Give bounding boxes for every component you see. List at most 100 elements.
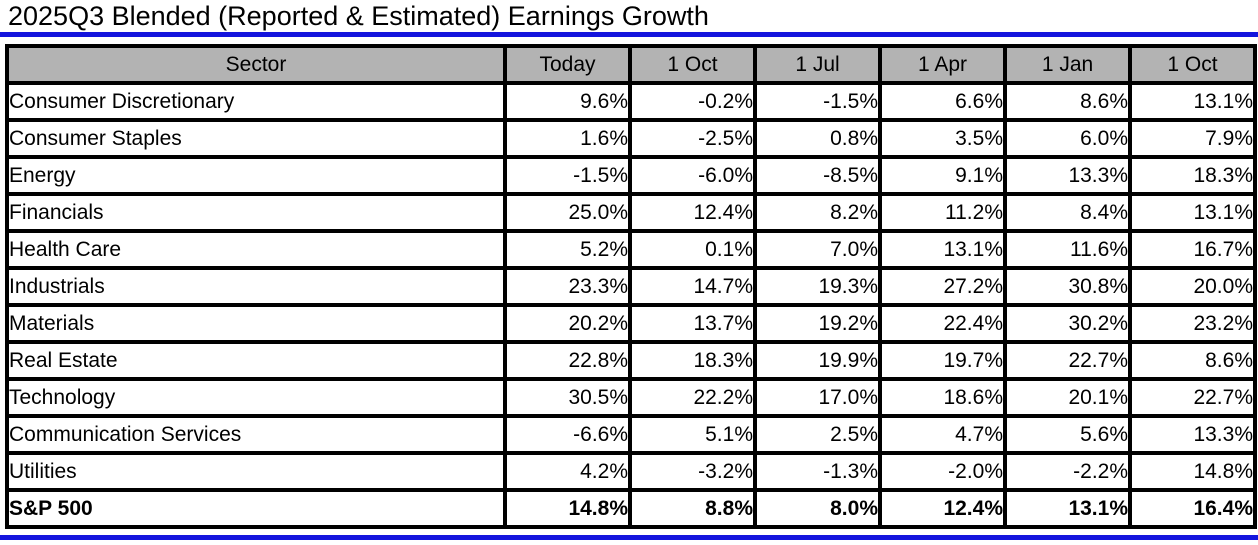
value-cell: 8.4% bbox=[1003, 192, 1132, 233]
column-header-1oct: 1 Oct bbox=[628, 44, 757, 85]
sector-cell: Materials bbox=[5, 303, 507, 344]
value-cell: 4.2% bbox=[503, 451, 632, 492]
column-header-1apr: 1 Apr bbox=[878, 44, 1007, 85]
table-row: Technology 30.5% 22.2% 17.0% 18.6% 20.1% 22.7% bbox=[5, 377, 1257, 418]
value-cell: 7.9% bbox=[1128, 118, 1257, 159]
value-cell: -6.0% bbox=[628, 155, 757, 196]
value-cell: 0.1% bbox=[628, 229, 757, 270]
sector-cell: Utilities bbox=[5, 451, 507, 492]
value-cell: 30.2% bbox=[1003, 303, 1132, 344]
value-cell: 19.9% bbox=[753, 340, 882, 381]
column-header-today: Today bbox=[503, 44, 632, 85]
value-cell: 19.3% bbox=[753, 266, 882, 307]
table-row: Financials 25.0% 12.4% 8.2% 11.2% 8.4% 13.1% bbox=[5, 192, 1257, 233]
value-cell: 14.7% bbox=[628, 266, 757, 307]
value-cell: -2.2% bbox=[1003, 451, 1132, 492]
value-cell: 16.4% bbox=[1128, 488, 1257, 529]
column-header-1jan: 1 Jan bbox=[1003, 44, 1132, 85]
sector-cell: Technology bbox=[5, 377, 507, 418]
value-cell: 22.7% bbox=[1128, 377, 1257, 418]
sector-cell: Financials bbox=[5, 192, 507, 233]
table-row: Materials 20.2% 13.7% 19.2% 22.4% 30.2% 23.2% bbox=[5, 303, 1257, 344]
bottom-rule bbox=[0, 535, 1258, 540]
value-cell: 13.3% bbox=[1003, 155, 1132, 196]
value-cell: 20.1% bbox=[1003, 377, 1132, 418]
value-cell: 8.6% bbox=[1003, 81, 1132, 122]
value-cell: 18.3% bbox=[1128, 155, 1257, 196]
value-cell: 8.8% bbox=[628, 488, 757, 529]
table-row: Real Estate 22.8% 18.3% 19.9% 19.7% 22.7% 8.6% bbox=[5, 340, 1257, 381]
value-cell: 13.3% bbox=[1128, 414, 1257, 455]
value-cell: 22.7% bbox=[1003, 340, 1132, 381]
value-cell: 5.6% bbox=[1003, 414, 1132, 455]
value-cell: 8.0% bbox=[753, 488, 882, 529]
sector-cell: Health Care bbox=[5, 229, 507, 270]
value-cell: 9.6% bbox=[503, 81, 632, 122]
value-cell: 2.5% bbox=[753, 414, 882, 455]
value-cell: 20.2% bbox=[503, 303, 632, 344]
value-cell: 12.4% bbox=[878, 488, 1007, 529]
earnings-growth-table: Sector Today 1 Oct 1 Jul 1 Apr 1 Jan 1 O… bbox=[5, 44, 1257, 529]
value-cell: 4.7% bbox=[878, 414, 1007, 455]
value-cell: 8.6% bbox=[1128, 340, 1257, 381]
value-cell: 27.2% bbox=[878, 266, 1007, 307]
table-body: Consumer Discretionary 9.6% -0.2% -1.5% 6.6%… bbox=[5, 81, 1257, 529]
value-cell: 23.3% bbox=[503, 266, 632, 307]
sector-cell: Real Estate bbox=[5, 340, 507, 381]
table-row: S&P 500 14.8% 8.8% 8.0% 12.4% 13.1% 16.4% bbox=[5, 488, 1257, 529]
value-cell: 13.1% bbox=[1003, 488, 1132, 529]
value-cell: -6.6% bbox=[503, 414, 632, 455]
table-row: Health Care 5.2% 0.1% 7.0% 13.1% 11.6% 16.7% bbox=[5, 229, 1257, 270]
value-cell: 22.2% bbox=[628, 377, 757, 418]
value-cell: -2.0% bbox=[878, 451, 1007, 492]
value-cell: 6.0% bbox=[1003, 118, 1132, 159]
value-cell: 30.5% bbox=[503, 377, 632, 418]
value-cell: 30.8% bbox=[1003, 266, 1132, 307]
value-cell: 11.6% bbox=[1003, 229, 1132, 270]
value-cell: 23.2% bbox=[1128, 303, 1257, 344]
table-header-row: Sector Today 1 Oct 1 Jul 1 Apr 1 Jan 1 O… bbox=[5, 44, 1257, 85]
table-row: Utilities 4.2% -3.2% -1.3% -2.0% -2.2% 14.8% bbox=[5, 451, 1257, 492]
value-cell: 9.1% bbox=[878, 155, 1007, 196]
value-cell: 3.5% bbox=[878, 118, 1007, 159]
value-cell: 18.3% bbox=[628, 340, 757, 381]
table-row: Industrials 23.3% 14.7% 19.3% 27.2% 30.8% 20.0… bbox=[5, 266, 1257, 307]
value-cell: 13.1% bbox=[1128, 192, 1257, 233]
title-underline-rule bbox=[0, 32, 1258, 37]
value-cell: -8.5% bbox=[753, 155, 882, 196]
value-cell: 16.7% bbox=[1128, 229, 1257, 270]
value-cell: 13.7% bbox=[628, 303, 757, 344]
value-cell: 5.1% bbox=[628, 414, 757, 455]
sector-cell: Communication Services bbox=[5, 414, 507, 455]
value-cell: 14.8% bbox=[1128, 451, 1257, 492]
value-cell: 6.6% bbox=[878, 81, 1007, 122]
sector-cell: Consumer Discretionary bbox=[5, 81, 507, 122]
value-cell: 14.8% bbox=[503, 488, 632, 529]
value-cell: 19.7% bbox=[878, 340, 1007, 381]
value-cell: 7.0% bbox=[753, 229, 882, 270]
value-cell: -1.5% bbox=[753, 81, 882, 122]
table-row: Energy -1.5% -6.0% -8.5% 9.1% 13.3% 18.3% bbox=[5, 155, 1257, 196]
value-cell: 19.2% bbox=[753, 303, 882, 344]
value-cell: -0.2% bbox=[628, 81, 757, 122]
value-cell: -1.5% bbox=[503, 155, 632, 196]
table-row: Consumer Discretionary 9.6% -0.2% -1.5% 6.6%… bbox=[5, 81, 1257, 122]
sector-cell: Industrials bbox=[5, 266, 507, 307]
value-cell: 17.0% bbox=[753, 377, 882, 418]
column-header-sector: Sector bbox=[5, 44, 507, 85]
value-cell: 0.8% bbox=[753, 118, 882, 159]
value-cell: 13.1% bbox=[1128, 81, 1257, 122]
value-cell: 20.0% bbox=[1128, 266, 1257, 307]
page-title: 2025Q3 Blended (Reported & Estimated) Ea… bbox=[8, 1, 709, 31]
value-cell: 22.8% bbox=[503, 340, 632, 381]
sector-cell: S&P 500 bbox=[5, 488, 507, 529]
sector-cell: Energy bbox=[5, 155, 507, 196]
value-cell: 1.6% bbox=[503, 118, 632, 159]
value-cell: 8.2% bbox=[753, 192, 882, 233]
sector-cell: Consumer Staples bbox=[5, 118, 507, 159]
value-cell: 12.4% bbox=[628, 192, 757, 233]
column-header-1jul: 1 Jul bbox=[753, 44, 882, 85]
value-cell: -3.2% bbox=[628, 451, 757, 492]
value-cell: 18.6% bbox=[878, 377, 1007, 418]
